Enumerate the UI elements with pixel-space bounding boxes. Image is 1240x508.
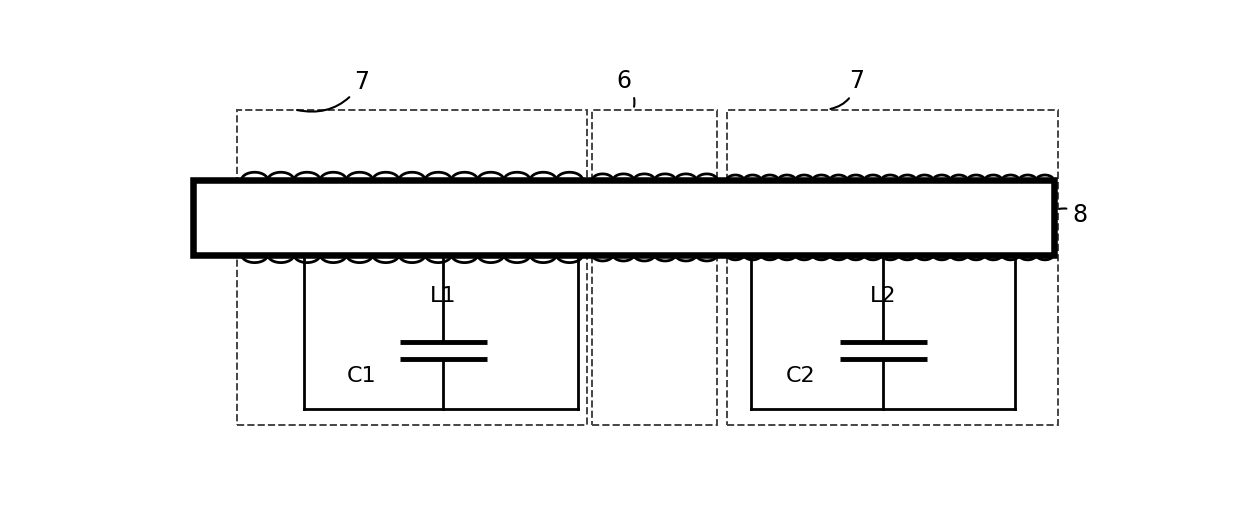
Text: L1: L1	[430, 285, 456, 306]
Text: L2: L2	[870, 285, 897, 306]
Text: 7: 7	[298, 71, 370, 112]
Bar	[593, 110, 717, 425]
Bar	[727, 110, 1058, 425]
Bar	[193, 180, 1054, 255]
Text: 7: 7	[831, 69, 864, 109]
Bar	[237, 110, 588, 425]
Text: 8: 8	[1059, 204, 1087, 228]
Text: C2: C2	[786, 366, 816, 386]
Text: C1: C1	[347, 366, 377, 386]
Text: 6: 6	[616, 69, 635, 107]
